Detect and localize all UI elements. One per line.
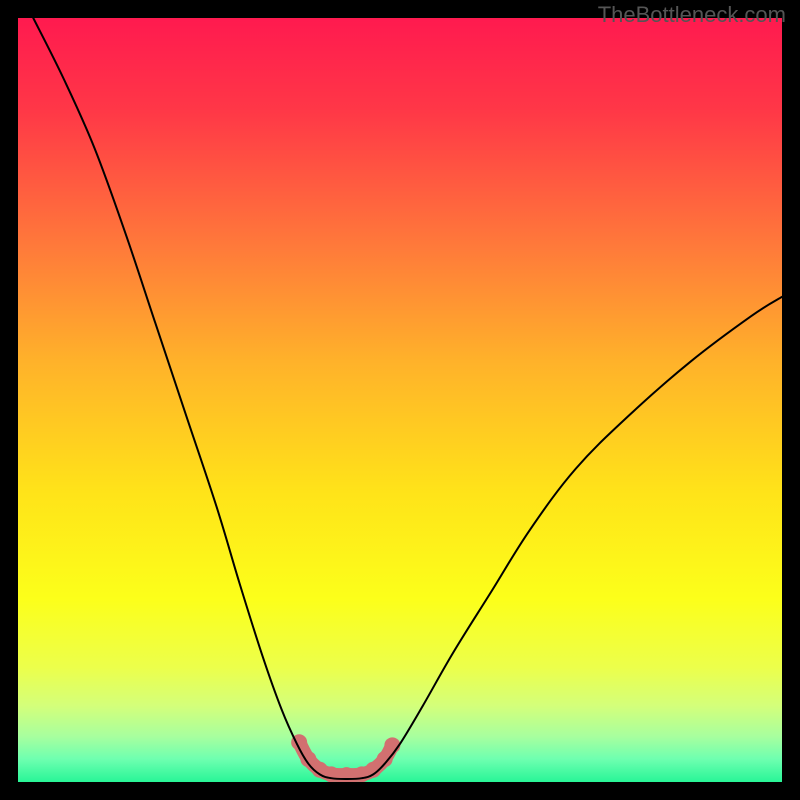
- chart-container: { "watermark": { "text": "TheBottleneck.…: [0, 0, 800, 800]
- watermark-text: TheBottleneck.com: [598, 2, 786, 28]
- plot-area: [18, 18, 782, 782]
- valley-highlight-dots: [291, 734, 400, 782]
- bottleneck-curve: [33, 18, 782, 779]
- curve-layer: [18, 18, 782, 782]
